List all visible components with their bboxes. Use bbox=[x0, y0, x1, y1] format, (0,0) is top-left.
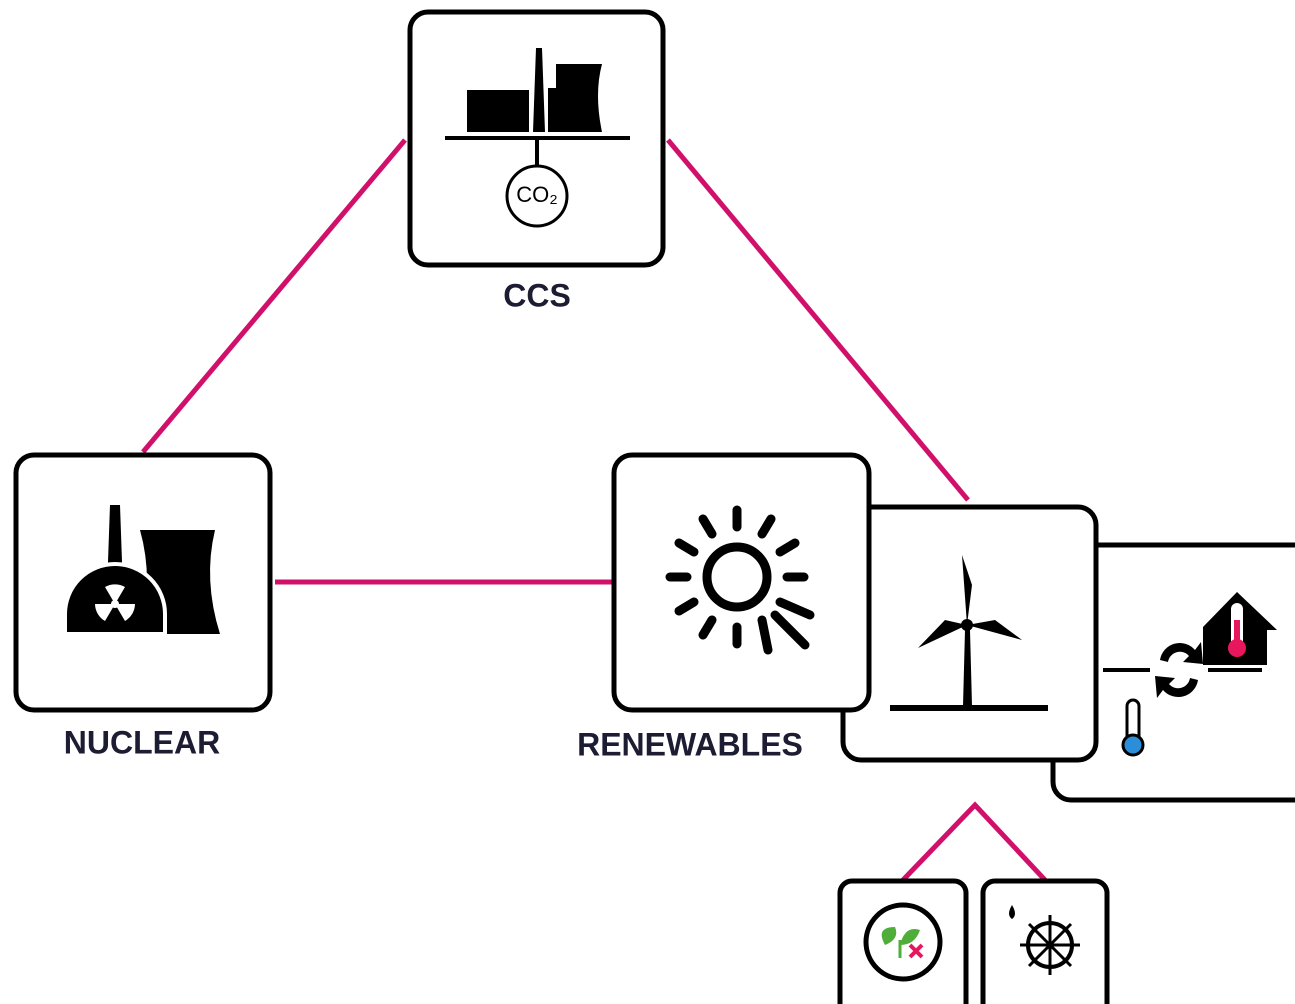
wind-icon-box bbox=[840, 504, 1099, 763]
link-ccs-renewables bbox=[666, 138, 970, 502]
connectors bbox=[141, 138, 1047, 882]
hydro-icon-box bbox=[980, 878, 1110, 1004]
nuclear-node bbox=[13, 452, 273, 713]
renewables-label: RENEWABLES bbox=[577, 726, 803, 762]
ccs-label: CCS bbox=[503, 277, 571, 313]
co2-label: CO₂ bbox=[516, 182, 558, 207]
link-ccs-nuclear bbox=[141, 138, 407, 454]
nuclear-label: NUCLEAR bbox=[64, 724, 220, 760]
ccs-node: CO₂ bbox=[407, 9, 666, 268]
renewables-node bbox=[611, 452, 872, 713]
link-wind-subtopics bbox=[901, 801, 1047, 882]
bio-icon-box bbox=[837, 878, 969, 1004]
heat-icon-box bbox=[1050, 542, 1295, 803]
